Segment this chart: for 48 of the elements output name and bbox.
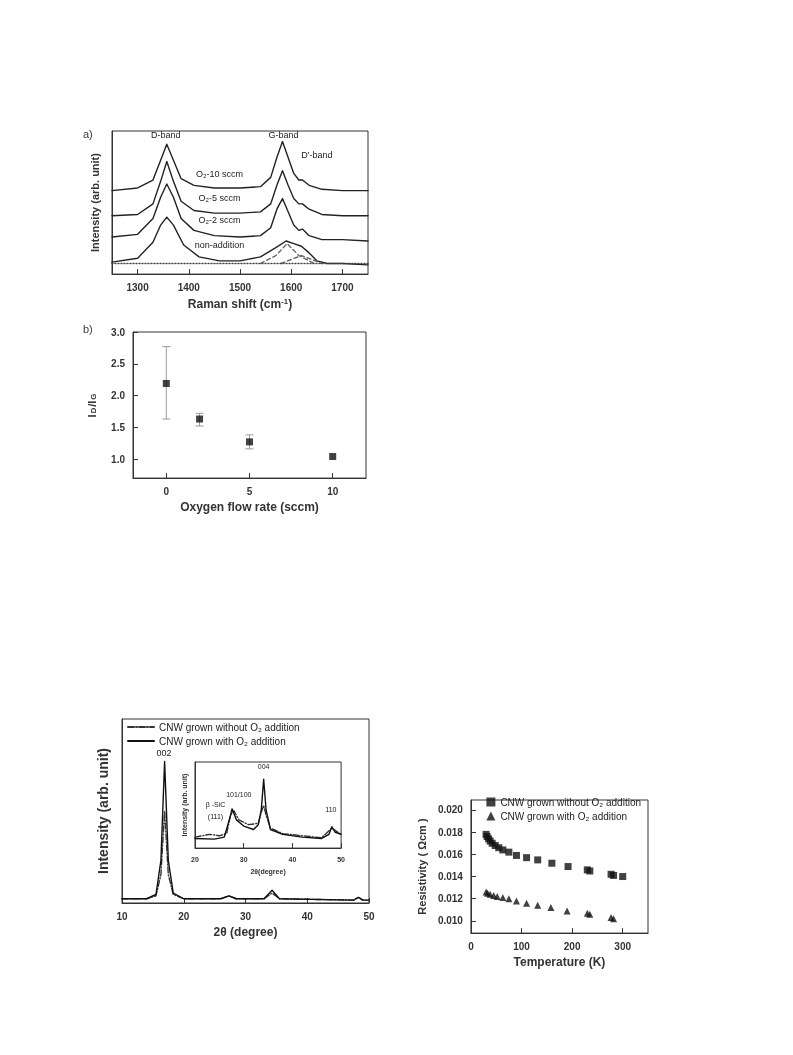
y-tick-label: 0.012 xyxy=(437,893,464,905)
x-tick-label: 0 xyxy=(468,940,475,952)
annotation: O₂-10 sccm xyxy=(196,168,244,179)
text: D-band xyxy=(150,130,181,141)
x-tick-label: 20 xyxy=(178,910,190,922)
y-tick-label: 2.0 xyxy=(111,390,126,402)
y-tick-label: 0.014 xyxy=(437,871,464,883)
annotation: O₂-5 sccm xyxy=(198,193,241,204)
legend-label: CNW grown without O₂ addition xyxy=(159,721,300,733)
y-tick-label: 0.016 xyxy=(437,848,464,860)
y-tick-label: 0.020 xyxy=(437,804,464,816)
x-tick-label: 1600 xyxy=(280,281,303,293)
x-tick-label: 1400 xyxy=(177,281,201,293)
annotation: non-addition xyxy=(194,240,245,251)
y-axis-title: Intensity (arb. unit) xyxy=(88,152,101,253)
x-tick-label: 1300 xyxy=(126,281,150,293)
x-axis-title: Temperature (K) xyxy=(513,955,606,969)
legend-label: CNW grown with O₂ addition xyxy=(500,810,628,822)
y-tick-label: 1.5 xyxy=(111,421,126,433)
x-tick-label: 0 xyxy=(163,485,170,497)
y-tick-label: 0.018 xyxy=(437,826,464,838)
y-tick-label: 2.5 xyxy=(111,358,126,370)
x-tick-label: 10 xyxy=(116,910,128,922)
x-axis-title: 2θ (degree) xyxy=(213,924,278,939)
chart-title: b) xyxy=(83,322,93,335)
legend-label: CNW grown without O₂ addition xyxy=(500,796,641,808)
x-tick-label: 100 xyxy=(513,940,531,952)
legend-label: CNW grown with O₂ addition xyxy=(159,735,286,747)
x-tick-label: 300 xyxy=(614,940,632,952)
y-axis-title: Intensity (arb. unit) xyxy=(95,748,111,874)
x-tick-label: 1500 xyxy=(228,281,252,293)
y-tick-label: 3.0 xyxy=(111,326,126,338)
x-tick-label: 50 xyxy=(363,910,375,922)
x-tick-label: 40 xyxy=(301,910,314,922)
x-tick-label: 5 xyxy=(246,485,253,497)
y-tick-label: 0.010 xyxy=(437,915,464,927)
y-axis-title: Resistivity ( Ωcm ) xyxy=(415,818,428,915)
annotation: D'-band xyxy=(301,150,333,161)
y-tick-label: 1.0 xyxy=(111,453,126,465)
x-tick-label: 1700 xyxy=(331,281,354,293)
annotation: O₂-2 sccm xyxy=(198,214,241,225)
x-tick-label: 200 xyxy=(563,940,581,952)
x-axis-title: Oxygen flow rate (sccm) xyxy=(180,500,319,514)
text: G-band xyxy=(268,130,299,141)
x-tick-label: 10 xyxy=(327,485,339,497)
text: 002 xyxy=(156,748,172,759)
chart-title: a) xyxy=(83,127,93,140)
x-tick-label: 30 xyxy=(239,910,252,922)
